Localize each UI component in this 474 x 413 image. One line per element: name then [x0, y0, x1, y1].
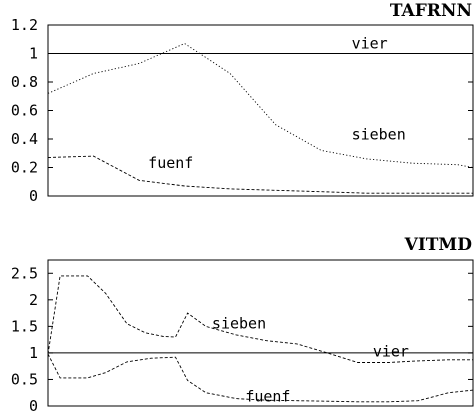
series-label-fuenf: fuenf: [148, 154, 193, 172]
series-label-fuenf: fuenf: [245, 387, 290, 405]
series-line-sieben: [47, 42, 474, 168]
y-tick-label: 1: [29, 45, 38, 63]
panel-title: TAFRNN: [390, 1, 472, 21]
plot-frame: [47, 24, 474, 197]
series-label-sieben: sieben: [212, 315, 266, 333]
y-tick-label: 0.8: [11, 73, 38, 91]
series-labels: vier sieben fuenf: [148, 35, 406, 173]
series-label-vier: vier: [352, 35, 388, 53]
y-tick-label: 0.4: [11, 130, 38, 148]
y-tick-label: 0.2: [11, 159, 38, 177]
y-tick-label: 0.5: [11, 370, 38, 388]
panel-title: VITMD: [404, 235, 473, 255]
series-lines: [47, 42, 474, 194]
plot-frame: [47, 259, 474, 407]
y-axis-ticks: 0 0.2 0.4 0.6 0.8 1 1.2: [11, 16, 473, 205]
y-tick-label: 1: [29, 344, 38, 362]
series-lines: [47, 275, 474, 403]
y-tick-label: 1.2: [11, 16, 38, 34]
series-labels: vier sieben fuenf: [212, 315, 409, 406]
y-axis-ticks: 0 0.5 1 1.5 2 2.5: [11, 264, 473, 413]
y-tick-label: 0: [29, 397, 38, 413]
y-tick-label: 0.6: [11, 102, 38, 120]
series-line-fuenf: [47, 353, 474, 403]
series-line-sieben: [47, 275, 473, 363]
y-tick-label: 0: [29, 187, 38, 205]
series-label-sieben: sieben: [352, 126, 406, 144]
y-tick-label: 2.5: [11, 264, 38, 282]
series-line-fuenf: [47, 155, 473, 194]
y-tick-label: 2: [29, 291, 38, 309]
series-label-vier: vier: [373, 342, 409, 360]
panel-tafrnn: TAFRNN 0 0.2 0.4 0.6 0.8 1 1.2 vier sieben fuenf: [11, 1, 474, 205]
panel-vitmd: VITMD 0 0.5 1 1.5 2 2.5 vier sieben fuenf: [11, 235, 474, 413]
y-tick-label: 1.5: [11, 317, 38, 335]
